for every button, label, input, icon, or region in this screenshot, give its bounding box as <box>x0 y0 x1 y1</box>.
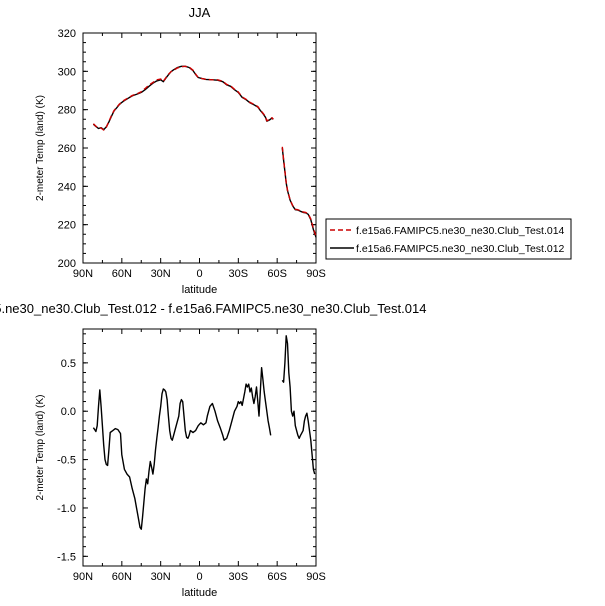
x-tick-label: 90S <box>306 571 326 583</box>
x-tick-label: 60S <box>267 571 287 583</box>
x-tick-label: 30N <box>151 571 171 583</box>
y-axis-label: 2-meter Temp (land) (K) <box>35 395 46 501</box>
y-tick-label: -1.0 <box>57 503 76 515</box>
x-tick-label: 30S <box>229 268 249 280</box>
x-tick-label: 0 <box>196 571 202 583</box>
x-tick-label: 30N <box>151 268 171 280</box>
x-tick-label: 90S <box>306 268 326 280</box>
series-line-1 <box>92 367 272 530</box>
x-tick-label: 90N <box>73 268 93 280</box>
chart-1: JJA 90N 60N 30N 0 30S 60S 90S latitude 200 220 240 2… <box>35 5 572 296</box>
y-tick-label: 280 <box>58 105 76 117</box>
x-axis-label: latitude <box>182 284 217 296</box>
x-tick-label: 60N <box>112 268 132 280</box>
x-tick-label: 60S <box>267 268 287 280</box>
y-axis-label: 2-meter Temp (land) (K) <box>35 95 46 201</box>
y-tick-label: 240 <box>58 181 76 193</box>
legend-box <box>325 218 572 260</box>
series-line-1 <box>92 65 274 131</box>
y-tick-label: -1.5 <box>57 551 76 563</box>
series-line-1 <box>281 146 317 237</box>
y-tick-label: 0.5 <box>61 358 76 370</box>
legend-entry-2: f.e15a6.FAMIPC5.ne30_ne30.Club_Test.012 <box>356 243 565 255</box>
x-tick-label: 90N <box>73 571 93 583</box>
x-tick-label: 0 <box>196 268 202 280</box>
y-tick-label: 220 <box>58 220 76 232</box>
x-tick-label: 30S <box>229 571 249 583</box>
y-tick-label: 200 <box>58 258 76 270</box>
chart-2: IPC5.ne30_ne30.Club_Test.012 - f.e15a6.F… <box>0 301 426 599</box>
y-tick-label: -0.5 <box>57 455 76 467</box>
series-line-2 <box>281 147 317 238</box>
series-line-2 <box>92 65 274 131</box>
plot-frame <box>82 32 317 264</box>
y-tick-label: 0.0 <box>61 406 76 418</box>
x-tick-label: 60N <box>112 571 132 583</box>
chart-title: IPC5.ne30_ne30.Club_Test.012 - f.e15a6.F… <box>0 301 426 316</box>
y-tick-label: 320 <box>58 28 76 40</box>
chart-title: JJA <box>189 5 211 20</box>
y-tick-label: 300 <box>58 66 76 78</box>
legend-entry-1: f.e15a6.FAMIPC5.ne30_ne30.Club_Test.014 <box>356 225 565 237</box>
legend: f.e15a6.FAMIPC5.ne30_ne30.Club_Test.014f… <box>325 218 572 260</box>
plot-frame <box>82 328 317 567</box>
y-tick-label: 260 <box>58 143 76 155</box>
x-axis-label: latitude <box>182 587 217 599</box>
series-line-1 <box>281 335 316 475</box>
